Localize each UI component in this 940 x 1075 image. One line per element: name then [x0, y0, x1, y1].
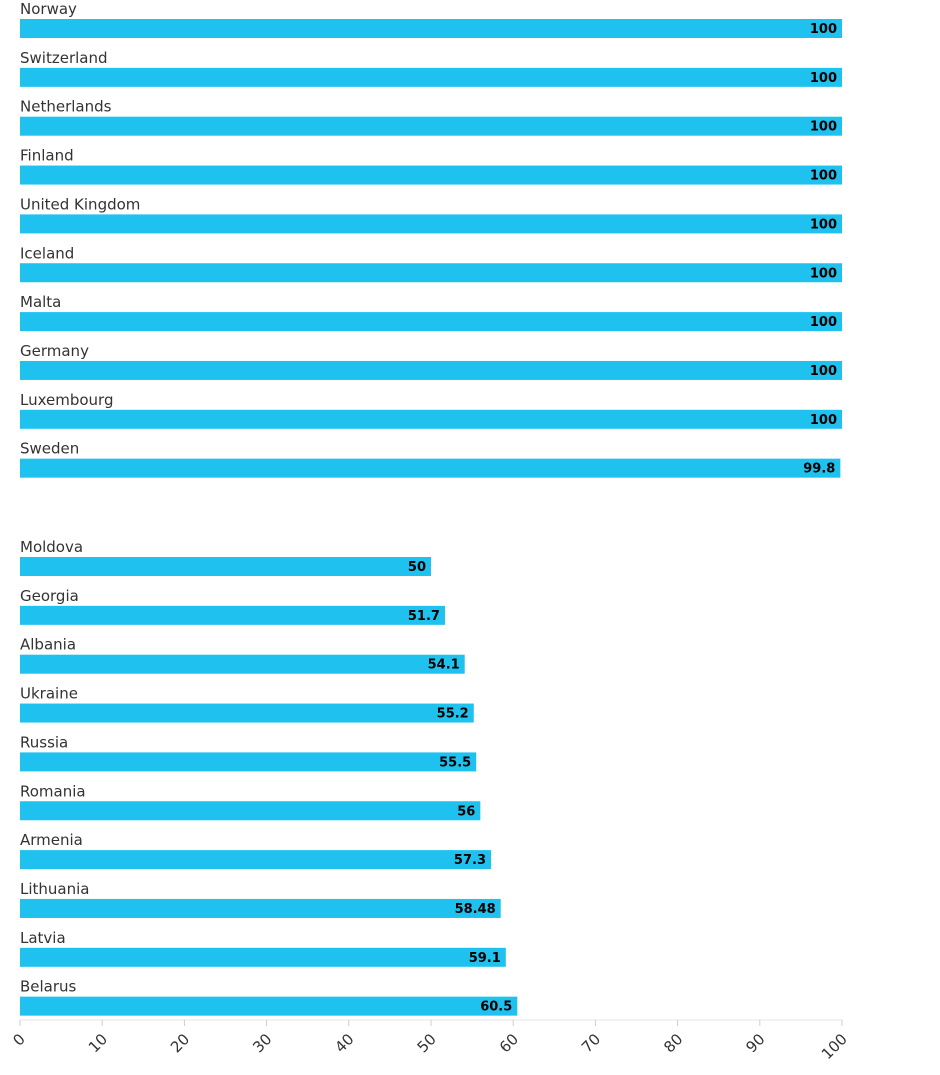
category-label: Moldova	[20, 538, 83, 556]
bar	[20, 263, 842, 283]
category-label: Armenia	[20, 831, 83, 849]
value-label: 100	[810, 266, 837, 281]
bar	[20, 801, 481, 821]
value-label: 55.2	[437, 707, 469, 722]
category-label: Switzerland	[20, 49, 108, 67]
value-label: 56	[457, 804, 475, 819]
bar	[20, 605, 445, 625]
x-tick-label: 60	[496, 1030, 522, 1056]
value-label: 100	[810, 120, 837, 135]
value-label: 100	[810, 217, 837, 232]
value-label: 54.1	[428, 658, 460, 673]
value-label: 57.3	[454, 853, 486, 868]
value-label: 60.5	[480, 1000, 512, 1015]
category-label: Finland	[20, 147, 74, 165]
x-tick-label: 70	[578, 1030, 604, 1056]
category-label: Malta	[20, 293, 61, 311]
category-label: Germany	[20, 342, 89, 360]
category-label: Latvia	[20, 929, 66, 947]
value-label: 99.8	[803, 462, 835, 477]
bar	[20, 850, 492, 870]
x-tick-label: 80	[660, 1030, 686, 1056]
category-label: Romania	[20, 782, 86, 800]
bar	[20, 752, 477, 772]
category-label: Netherlands	[20, 98, 112, 116]
bar	[20, 458, 841, 478]
category-label: United Kingdom	[20, 195, 140, 213]
category-label: Georgia	[20, 587, 79, 605]
category-label: Iceland	[20, 244, 74, 262]
bar	[20, 409, 842, 429]
bar	[20, 116, 842, 136]
bar	[20, 360, 842, 380]
bar	[20, 67, 842, 87]
value-label: 100	[810, 169, 837, 184]
category-label: Norway	[20, 0, 77, 18]
x-tick-label: 40	[331, 1030, 357, 1056]
x-tick-label: 30	[249, 1030, 275, 1056]
category-label: Sweden	[20, 440, 79, 458]
value-label: 50	[408, 560, 426, 575]
bar	[20, 654, 465, 674]
category-label: Belarus	[20, 978, 77, 996]
category-label: Ukraine	[20, 685, 78, 703]
value-label: 51.7	[408, 609, 440, 624]
category-label: Albania	[20, 636, 76, 654]
x-tick-label: 100	[818, 1030, 851, 1063]
bar	[20, 165, 842, 185]
category-label: Russia	[20, 733, 68, 751]
value-label: 100	[810, 315, 837, 330]
category-label: Luxembourg	[20, 391, 114, 409]
bar	[20, 947, 506, 967]
bar	[20, 898, 501, 918]
value-label: 100	[810, 22, 837, 37]
value-label: 100	[810, 71, 837, 86]
value-label: 100	[810, 364, 837, 379]
bar	[20, 312, 842, 332]
bar	[20, 557, 431, 576]
value-label: 55.5	[439, 755, 471, 770]
x-tick-label: 50	[414, 1030, 440, 1056]
value-label: 59.1	[469, 951, 501, 966]
value-label: 58.48	[455, 902, 496, 917]
x-tick-label: 10	[85, 1030, 111, 1056]
value-label: 100	[810, 413, 837, 428]
bar	[20, 703, 474, 723]
bar	[20, 214, 842, 234]
x-tick-label: 0	[9, 1030, 28, 1049]
category-label: Lithuania	[20, 880, 89, 898]
x-tick-label: 90	[742, 1030, 768, 1056]
x-tick-label: 20	[167, 1030, 193, 1056]
bar	[20, 19, 842, 38]
bar	[20, 996, 518, 1016]
